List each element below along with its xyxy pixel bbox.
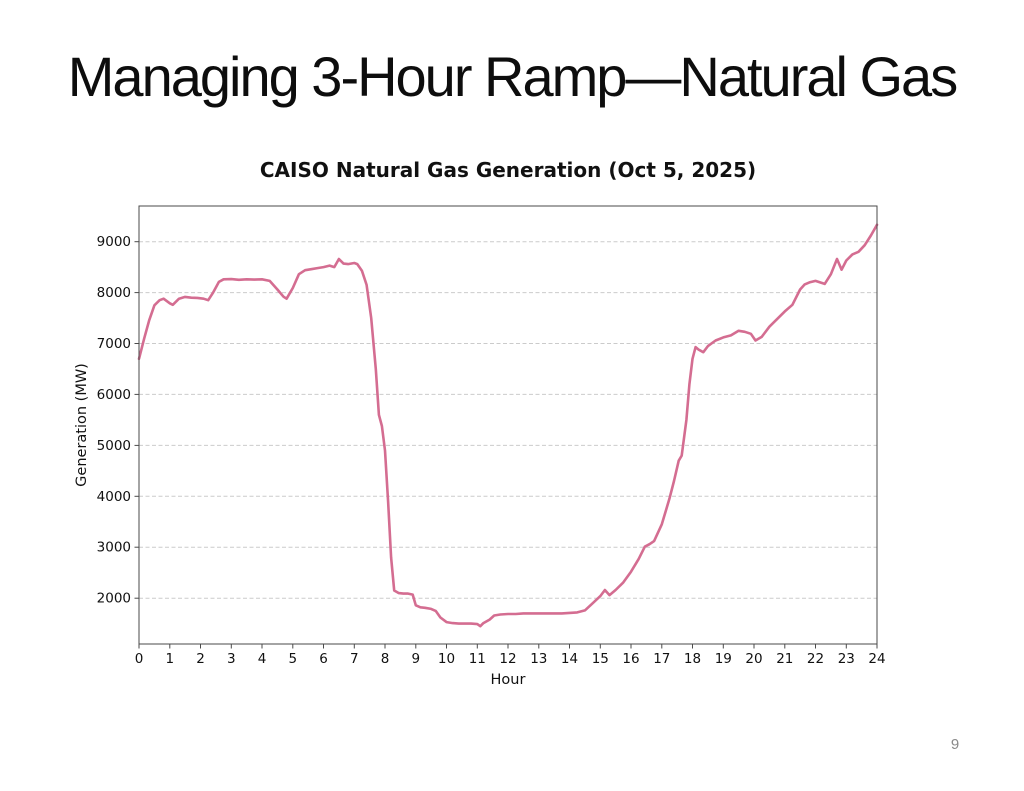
svg-text:6000: 6000 <box>97 387 131 403</box>
svg-text:9: 9 <box>412 651 421 667</box>
x-axis-label: Hour <box>490 672 526 688</box>
plot-frame <box>138 205 878 645</box>
x-axis-ticks: 0 1 2 3 4 5 6 7 8 9 10 11 12 13 14 15 16 17 18 19 20 21 22 23 24 <box>135 644 886 667</box>
slide-title: Managing 3-Hour Ramp—Natural Gas <box>67 45 958 108</box>
svg-text:13: 13 <box>530 651 547 667</box>
svg-text:1: 1 <box>166 651 175 667</box>
svg-text:4: 4 <box>258 651 267 667</box>
svg-text:11: 11 <box>469 651 486 667</box>
svg-text:17: 17 <box>653 651 670 667</box>
svg-text:9000: 9000 <box>97 234 131 250</box>
svg-text:3: 3 <box>227 651 236 667</box>
svg-text:2: 2 <box>196 651 205 667</box>
svg-text:12: 12 <box>499 651 516 667</box>
svg-text:23: 23 <box>838 651 855 667</box>
svg-text:19: 19 <box>715 651 732 667</box>
gridlines <box>139 241 877 599</box>
svg-text:21: 21 <box>776 651 793 667</box>
svg-text:8000: 8000 <box>97 285 131 301</box>
svg-text:5: 5 <box>289 651 298 667</box>
svg-text:16: 16 <box>622 651 639 667</box>
svg-text:2000: 2000 <box>97 591 131 607</box>
svg-text:6: 6 <box>319 651 328 667</box>
y-axis-ticks: 2000 3000 4000 5000 6000 7000 8000 9000 <box>97 234 139 607</box>
chart-title: CAISO Natural Gas Generation (Oct 5, 202… <box>259 158 757 182</box>
svg-text:4000: 4000 <box>97 489 131 505</box>
svg-text:7000: 7000 <box>97 336 131 352</box>
svg-text:8: 8 <box>381 651 390 667</box>
svg-text:20: 20 <box>745 651 762 667</box>
svg-text:3000: 3000 <box>97 540 131 556</box>
svg-text:18: 18 <box>684 651 701 667</box>
svg-text:24: 24 <box>868 651 885 667</box>
svg-text:0: 0 <box>135 651 144 667</box>
series-line-natural-gas-generation <box>137 223 879 628</box>
svg-text:22: 22 <box>807 651 824 667</box>
svg-text:15: 15 <box>592 651 609 667</box>
svg-text:7: 7 <box>350 651 359 667</box>
svg-text:5000: 5000 <box>97 438 131 454</box>
svg-text:10: 10 <box>438 651 455 667</box>
page-number: 9 <box>950 736 960 753</box>
svg-text:14: 14 <box>561 651 578 667</box>
